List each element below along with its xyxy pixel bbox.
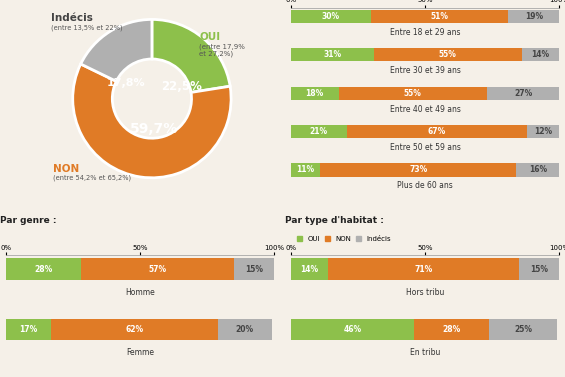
Text: 25%: 25% <box>514 325 532 334</box>
Bar <box>6 319 51 340</box>
Text: 51%: 51% <box>431 12 449 21</box>
Bar <box>290 319 414 340</box>
Text: 55%: 55% <box>439 50 457 59</box>
Wedge shape <box>152 20 230 92</box>
Text: NON: NON <box>53 164 79 173</box>
Text: 19%: 19% <box>525 12 543 21</box>
Bar <box>414 319 489 340</box>
Bar <box>487 87 559 100</box>
Text: 73%: 73% <box>409 166 427 175</box>
Text: (entre 54,2% et 65,2%): (entre 54,2% et 65,2%) <box>53 175 131 181</box>
Bar <box>51 319 218 340</box>
Text: 17,8%: 17,8% <box>106 78 145 88</box>
Bar <box>290 163 320 176</box>
Text: Entre 50 et 59 ans: Entre 50 et 59 ans <box>389 143 460 152</box>
Bar <box>347 125 527 138</box>
Wedge shape <box>81 20 152 81</box>
Text: 71%: 71% <box>415 265 433 274</box>
Text: (entre 13,5% et 22%): (entre 13,5% et 22%) <box>50 25 122 31</box>
Bar <box>290 125 347 138</box>
Text: 67%: 67% <box>428 127 446 136</box>
Text: 28%: 28% <box>34 265 53 274</box>
Text: 21%: 21% <box>310 127 328 136</box>
Bar <box>374 48 521 61</box>
Text: 18%: 18% <box>306 89 324 98</box>
Bar <box>508 10 559 23</box>
Bar <box>516 163 559 176</box>
Bar <box>290 10 371 23</box>
Text: Entre 18 et 29 ans: Entre 18 et 29 ans <box>390 28 460 37</box>
Text: 57%: 57% <box>149 265 167 274</box>
Text: Par type d'habitat :: Par type d'habitat : <box>285 216 384 225</box>
Text: Hors tribu: Hors tribu <box>406 288 444 297</box>
Bar <box>320 163 516 176</box>
Text: 30%: 30% <box>322 12 340 21</box>
Bar <box>519 258 559 280</box>
Text: 20%: 20% <box>236 325 254 334</box>
Text: 15%: 15% <box>530 265 548 274</box>
Text: OUI: OUI <box>199 32 220 41</box>
Text: 59,7%: 59,7% <box>129 122 177 136</box>
Bar <box>234 258 275 280</box>
Text: Le 'NON' a tendance à progresser avec l'âge.: Le 'NON' a tendance à progresser avec l'… <box>346 266 504 273</box>
Bar <box>527 125 559 138</box>
Text: 27%: 27% <box>514 89 532 98</box>
Wedge shape <box>73 64 231 178</box>
Bar <box>328 258 519 280</box>
Text: Entre 40 et 49 ans: Entre 40 et 49 ans <box>389 104 460 113</box>
Text: 46%: 46% <box>344 325 362 334</box>
Bar <box>290 258 328 280</box>
Text: (entre 17,9%
et 27,2%): (entre 17,9% et 27,2%) <box>199 43 245 57</box>
Bar <box>521 48 559 61</box>
Legend: OUI, NON, Indécis: OUI, NON, Indécis <box>294 233 394 245</box>
Bar <box>290 48 374 61</box>
Text: 28%: 28% <box>443 325 461 334</box>
Text: En tribu: En tribu <box>410 348 440 357</box>
Text: 22,5%: 22,5% <box>161 80 202 93</box>
Bar <box>218 319 272 340</box>
Text: 55%: 55% <box>404 89 422 98</box>
Text: 12%: 12% <box>534 127 552 136</box>
Text: 62%: 62% <box>125 325 144 334</box>
Text: 11%: 11% <box>296 166 314 175</box>
Bar <box>371 10 508 23</box>
Text: Plus de 60 ans: Plus de 60 ans <box>397 181 453 190</box>
Bar <box>290 87 339 100</box>
Text: Homme: Homme <box>125 288 155 297</box>
Text: 31%: 31% <box>323 50 341 59</box>
Text: Indécis: Indécis <box>50 13 93 23</box>
Text: 14%: 14% <box>532 50 550 59</box>
Text: Par genre :: Par genre : <box>0 216 56 225</box>
Bar <box>339 87 487 100</box>
Bar <box>489 319 557 340</box>
Bar <box>81 258 234 280</box>
Text: 14%: 14% <box>301 265 319 274</box>
Text: Femme: Femme <box>126 348 154 357</box>
Bar <box>6 258 81 280</box>
Text: 16%: 16% <box>529 166 547 175</box>
Text: 15%: 15% <box>245 265 263 274</box>
Text: Entre 30 et 39 ans: Entre 30 et 39 ans <box>389 66 460 75</box>
Text: 17%: 17% <box>19 325 38 334</box>
